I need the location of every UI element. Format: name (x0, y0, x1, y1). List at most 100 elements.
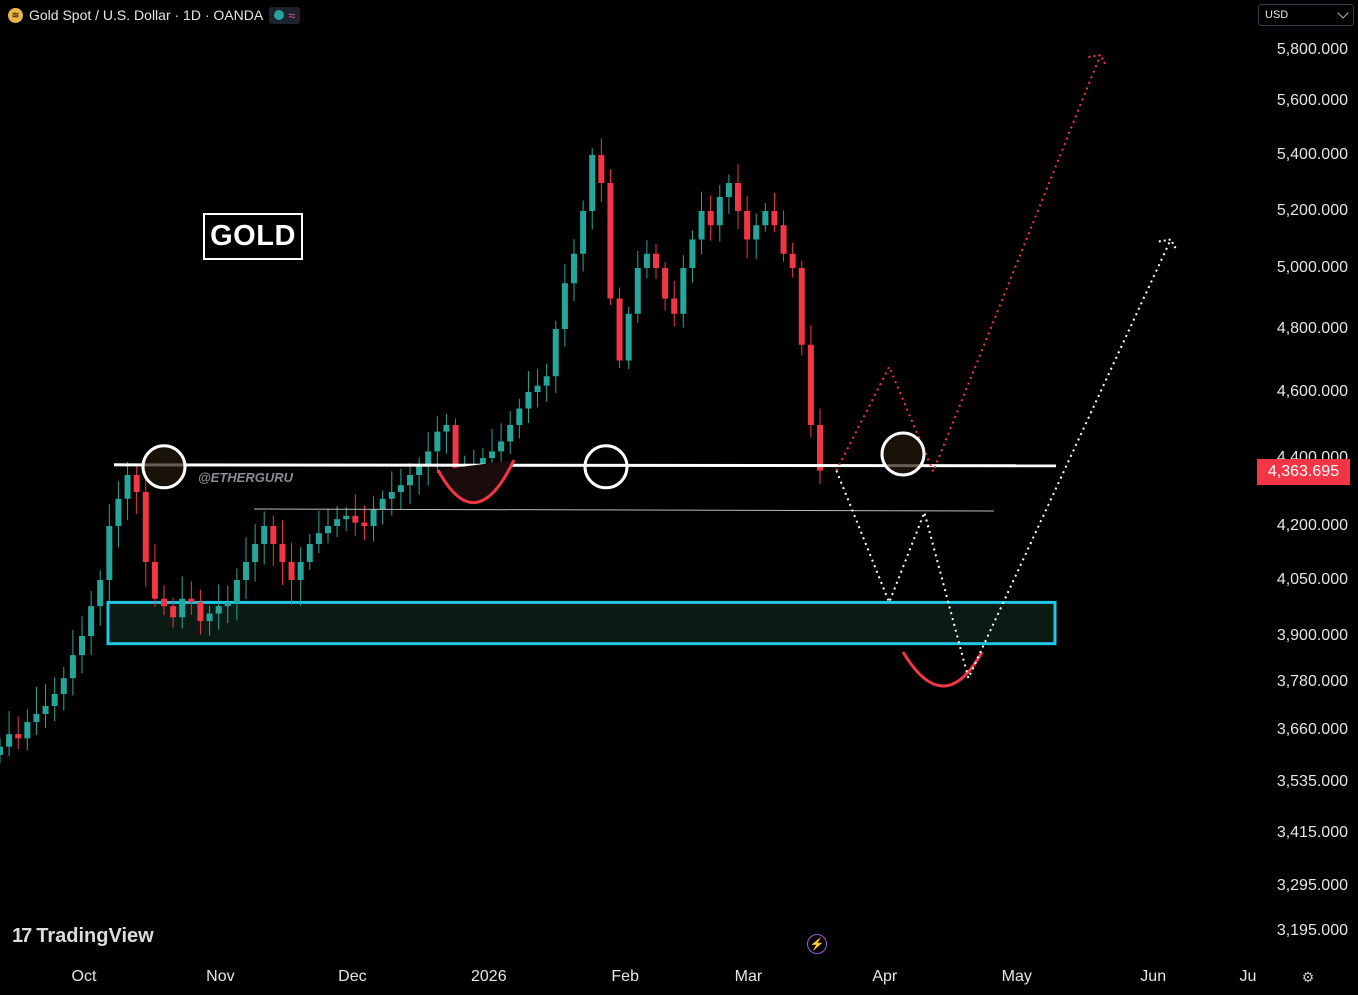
candle-body (325, 526, 331, 534)
current-price-label: 4,363.695 (1257, 459, 1350, 485)
candle-body (789, 253, 796, 268)
price-tick-label: 5,400.000 (1276, 146, 1348, 163)
candle-body (443, 425, 450, 432)
status-badge[interactable]: ≈ (269, 6, 301, 24)
time-tick-label: May (1001, 968, 1032, 985)
candle-body (69, 655, 76, 679)
candle-body (361, 522, 368, 526)
candle-body (397, 485, 404, 492)
candle-body (370, 509, 377, 526)
secondary-level-line (253, 508, 995, 512)
candle-body (680, 268, 687, 314)
time-axis[interactable]: Oct Nov Dec 2026 Feb Mar Apr May Jun Ju (0, 960, 1358, 995)
price-tick-label: 5,800.000 (1276, 41, 1348, 58)
candle-body (798, 268, 805, 345)
time-tick-label: Dec (338, 968, 367, 985)
key-level-circle (583, 444, 629, 490)
time-tick-label: Mar (734, 968, 763, 985)
candle-body (534, 385, 541, 392)
candle-body (79, 636, 85, 656)
time-tick-label: Ju (1239, 968, 1257, 985)
candle-body (252, 544, 259, 562)
candle-body (388, 492, 395, 499)
candle-body (689, 239, 696, 268)
candle-body (598, 155, 605, 183)
candle-body (753, 225, 760, 240)
price-tick-label: 4,200.000 (1276, 517, 1348, 534)
candle-body (807, 344, 814, 425)
time-tick-label: Apr (872, 968, 898, 985)
wave-icon: ≈ (288, 7, 296, 23)
candle-body (306, 544, 313, 562)
candle-body (24, 722, 31, 739)
candle-body (161, 598, 167, 607)
symbol-title: Gold Spot / U.S. Dollar · 1D · OANDA (29, 7, 264, 23)
price-tick-label: 4,600.000 (1276, 383, 1348, 400)
price-tick-label: 3,195.000 (1276, 922, 1348, 939)
candle-body (434, 431, 441, 452)
time-tick-label: Nov (206, 968, 235, 985)
gold-coin-icon: ≋ (8, 7, 23, 23)
lightning-icon[interactable]: ⚡ (807, 934, 827, 954)
gold-text-annotation[interactable]: GOLD (203, 213, 303, 260)
tradingview-logo-text: TradingView (36, 925, 154, 947)
price-tick-label: 5,200.000 (1276, 202, 1348, 219)
candle-body (142, 492, 149, 562)
price-tick-label: 4,800.000 (1276, 320, 1348, 337)
candle-body (379, 498, 386, 509)
candle-body (416, 464, 423, 475)
time-tick-label: 2026 (471, 968, 507, 985)
candle-body (343, 515, 350, 520)
price-axis[interactable]: 5,800.000 5,600.000 5,400.000 5,200.000 5,00… (1255, 0, 1358, 960)
author-watermark: @ETHERGURU (198, 470, 294, 485)
candle-body (561, 283, 568, 329)
candle-body (571, 253, 577, 284)
candle-body (671, 298, 678, 314)
price-tick-label: 3,295.000 (1276, 877, 1348, 894)
cup-arc-left (436, 459, 516, 504)
candle-body (88, 606, 95, 636)
candle-body (507, 425, 514, 442)
candle-body (653, 253, 659, 268)
candle-body (425, 451, 432, 465)
time-tick-label: Feb (611, 968, 639, 985)
candle-body (15, 734, 22, 739)
price-tick-label: 3,535.000 (1276, 773, 1348, 790)
candle-body (224, 602, 231, 607)
currency-selector[interactable]: USD (1258, 4, 1354, 26)
candle-body (206, 613, 213, 622)
price-tick-label: 3,660.000 (1276, 721, 1348, 738)
price-tick-label: 3,415.000 (1276, 824, 1348, 841)
candle-body (516, 408, 523, 425)
candle-body (525, 392, 532, 409)
candle-body (288, 562, 295, 580)
candle-body (607, 183, 614, 299)
price-tick-label: 4,050.000 (1276, 571, 1348, 588)
symbol-header[interactable]: ≋ Gold Spot / U.S. Dollar · 1D · OANDA ≈ (8, 5, 301, 25)
candle-body (489, 451, 495, 458)
market-open-dot-icon (274, 10, 285, 20)
cup-arc-right (901, 651, 984, 688)
candle-body (762, 211, 769, 226)
candle-body (707, 211, 714, 226)
candle-body (42, 706, 49, 714)
tradingview-logo[interactable]: 17 TradingView (12, 925, 154, 948)
candle-body (735, 183, 741, 211)
candle-body (452, 425, 459, 486)
candle-body (188, 598, 195, 603)
candle-body (0, 746, 3, 755)
candle-body (625, 313, 632, 361)
candle-body (115, 498, 122, 526)
settings-gear-icon[interactable]: ⚙ (1301, 968, 1315, 985)
candle-body (151, 562, 158, 599)
key-level-circle (880, 431, 926, 477)
price-tick-label: 3,900.000 (1276, 627, 1348, 644)
price-tick-label: 5,000.000 (1276, 259, 1348, 276)
candle-body (124, 475, 131, 499)
candle-body (6, 734, 13, 747)
candle-body (479, 458, 486, 465)
candle-body (498, 441, 505, 452)
time-tick-label: Jun (1140, 968, 1167, 985)
candle-body (543, 376, 550, 386)
